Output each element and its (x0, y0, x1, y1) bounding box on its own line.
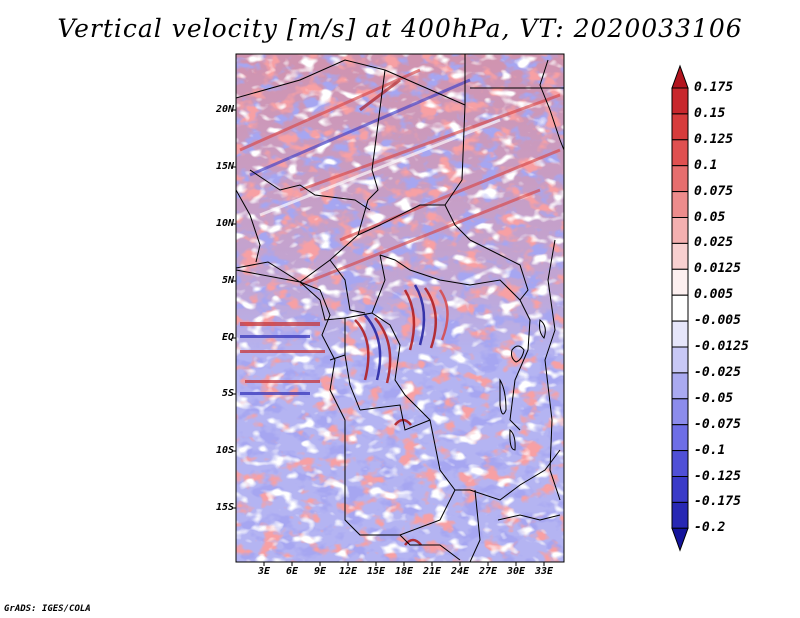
colorbar (671, 64, 689, 552)
colorbar-level-label: 0.025 (694, 235, 734, 251)
lon-label-12e: 12E (338, 566, 358, 577)
colorbar-level-label: -0.075 (694, 416, 741, 432)
colorbar-segment (671, 268, 689, 296)
colorbar-level-label: 0.175 (694, 80, 734, 95)
colorbar-level-label: 0.075 (694, 183, 734, 199)
lon-label-6e: 6E (285, 566, 299, 577)
colorbar-segment (671, 64, 689, 89)
lon-label-9e: 9E (313, 566, 327, 577)
colorbar-level-label: -0.05 (694, 390, 734, 406)
colorbar-segment (671, 424, 689, 452)
lon-label-21e: 21E (422, 566, 442, 577)
lon-label-27e: 27E (478, 566, 498, 577)
velocity-field (236, 54, 564, 562)
map-title: Vertical velocity [m/s] at 400hPa, VT: 2… (57, 14, 743, 43)
colorbar-level-label: 0.125 (694, 131, 734, 147)
lat-label-20n: 20N (215, 104, 234, 115)
colorbar-segment (671, 476, 689, 503)
colorbar-segment (671, 217, 689, 244)
map-frame (235, 53, 565, 563)
colorbar-level-label: -0.005 (694, 313, 741, 329)
colorbar-level-label: -0.175 (694, 494, 741, 510)
grads-credit: GrADS: IGES/COLA (4, 604, 91, 614)
colorbar-level-label: -0.0125 (694, 339, 749, 354)
colorbar-segment (671, 139, 689, 167)
lat-label-10s: 10S (215, 445, 234, 456)
country-borders (236, 54, 564, 562)
colorbar-segment (671, 501, 689, 529)
colorbar-segment (671, 242, 689, 270)
colorbar-level-label: 0.005 (694, 287, 734, 303)
colorbar-level-label: 0.1 (694, 157, 718, 173)
lat-label-15n: 15N (215, 161, 234, 172)
colorbar-level-label: 0.0125 (694, 261, 741, 277)
colorbar-segment (671, 87, 689, 115)
colorbar-level-label: -0.025 (694, 364, 741, 380)
lat-label-10n: 10N (215, 218, 234, 229)
colorbar-segment (671, 320, 689, 348)
colorbar-segment (671, 165, 689, 193)
colorbar-segment (671, 450, 689, 478)
colorbar-level-label: -0.125 (694, 468, 741, 484)
colorbar-segment (671, 398, 689, 426)
colorbar-level-label: -0.2 (694, 520, 726, 536)
lon-label-15e: 15E (366, 566, 386, 577)
lon-label-33e: 33E (534, 566, 554, 577)
lat-label-5n: 5N (221, 275, 234, 286)
lon-label-18e: 18E (394, 566, 414, 577)
colorbar-segment (671, 372, 689, 400)
colorbar-segment (671, 527, 689, 552)
colorbar-segment (671, 113, 689, 141)
colorbar-level-label: -0.1 (694, 442, 726, 458)
lon-label-30e: 30E (506, 566, 526, 577)
colorbar-segment (671, 191, 689, 219)
axis-ticks (232, 109, 545, 566)
lat-label-eq: EQ (221, 332, 234, 343)
lat-label-15s: 15S (215, 502, 234, 513)
colorbar-level-label: 0.05 (694, 209, 726, 225)
colorbar-segment (671, 346, 689, 374)
lon-label-3e: 3E (257, 566, 271, 577)
colorbar-level-label: 0.15 (694, 105, 726, 121)
lon-label-24e: 24E (450, 566, 470, 577)
lat-label-5s: 5S (221, 388, 234, 399)
colorbar-segment (671, 294, 689, 322)
